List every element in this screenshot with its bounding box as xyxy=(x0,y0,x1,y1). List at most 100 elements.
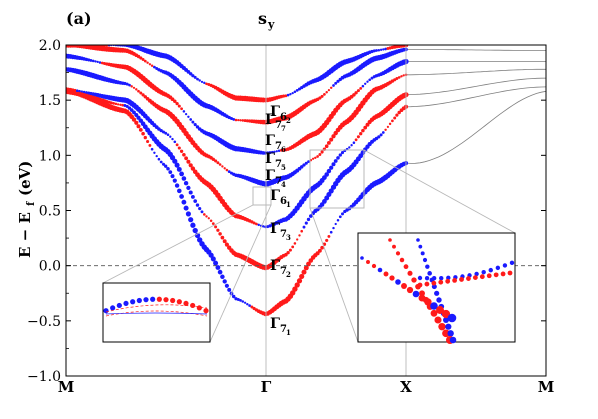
band-point xyxy=(139,56,143,60)
inset-point xyxy=(442,329,450,338)
gamma-symbol: Γ xyxy=(270,258,280,274)
inset-point xyxy=(399,257,405,263)
inset-point xyxy=(407,270,413,276)
band-point xyxy=(218,163,222,166)
band-point xyxy=(225,168,229,172)
inset-point xyxy=(406,286,414,294)
band-7 xyxy=(66,45,409,103)
x-tick-label: M xyxy=(538,378,555,396)
band-point xyxy=(198,79,201,82)
band-point xyxy=(128,83,131,87)
band-point xyxy=(366,80,369,83)
inset-point xyxy=(395,279,401,285)
y-tick-label: 0.5 xyxy=(39,204,61,220)
band-point xyxy=(182,110,186,113)
inset-point xyxy=(411,277,417,283)
gamma-symbol: Γ xyxy=(265,168,275,184)
band-5 xyxy=(66,53,409,155)
band-point xyxy=(119,103,122,107)
inset-point xyxy=(170,297,176,304)
inset-point xyxy=(110,305,116,311)
band-point xyxy=(188,163,193,168)
band-point xyxy=(257,223,260,227)
band-point xyxy=(94,60,97,63)
inset-point xyxy=(395,251,401,256)
band-point xyxy=(153,151,156,154)
inset-point xyxy=(383,271,389,277)
band-point xyxy=(250,305,254,309)
band-point xyxy=(220,274,225,280)
inset-point xyxy=(190,302,196,309)
band-point xyxy=(331,162,336,167)
band-point xyxy=(166,166,170,171)
band-point xyxy=(184,112,188,116)
band-point xyxy=(215,265,221,270)
band-point xyxy=(318,153,322,156)
band-point xyxy=(318,96,322,100)
band-point xyxy=(243,119,247,123)
inset-point xyxy=(430,309,438,317)
band-point xyxy=(359,132,363,136)
inset-point xyxy=(443,317,449,323)
band-point xyxy=(175,143,179,147)
y-tick-label: 0.0 xyxy=(39,259,61,275)
gamma-symbol: Γ xyxy=(270,104,280,120)
inset-point xyxy=(438,322,446,331)
plot-title: s y xyxy=(258,9,275,31)
inset-point xyxy=(474,271,479,277)
band-point xyxy=(170,97,175,102)
inset-point xyxy=(403,264,409,270)
band-point xyxy=(180,107,183,111)
inset-right-data xyxy=(360,238,515,344)
inset-point xyxy=(136,297,142,304)
band-point xyxy=(299,273,305,279)
band-point xyxy=(388,122,392,126)
band-point xyxy=(320,94,324,98)
band-point xyxy=(261,225,265,228)
band-point xyxy=(188,72,193,76)
inset-point xyxy=(502,263,508,268)
band-point xyxy=(112,102,115,105)
band-point xyxy=(205,215,208,218)
inset-point xyxy=(183,300,189,307)
band-point xyxy=(395,77,399,80)
band-point xyxy=(327,234,331,238)
inset-point xyxy=(116,302,122,309)
band-point xyxy=(220,235,225,240)
band-point xyxy=(293,242,297,245)
inset-point xyxy=(419,290,425,297)
inset-point xyxy=(371,263,377,269)
band-point xyxy=(159,160,163,164)
band-point xyxy=(210,256,216,262)
band-point xyxy=(209,219,213,222)
band-point xyxy=(193,199,198,203)
inset-point xyxy=(479,274,485,280)
inset-point xyxy=(445,323,452,330)
gamma-sub: 7 xyxy=(280,229,287,240)
band-point xyxy=(136,124,141,129)
band-point xyxy=(365,122,370,127)
band-point xyxy=(171,137,174,141)
gamma-subsub: 1 xyxy=(286,200,291,209)
band-point xyxy=(294,282,300,288)
band-point xyxy=(304,221,308,225)
band-point xyxy=(395,113,399,117)
gamma-sub: 7 xyxy=(275,159,282,170)
inset-point xyxy=(388,238,392,242)
band-point xyxy=(143,95,148,99)
band-point xyxy=(402,74,405,77)
band-point xyxy=(332,84,335,87)
band-point xyxy=(179,194,184,199)
band-point xyxy=(320,245,324,250)
y-axis-label: E − E f (eV) xyxy=(16,161,37,258)
gamma-sub: 6 xyxy=(280,196,287,207)
zoom-line xyxy=(309,207,359,343)
band-1-thin xyxy=(405,90,546,164)
band-point xyxy=(141,93,145,97)
band-point xyxy=(325,91,328,94)
inset-point xyxy=(459,277,464,282)
gamma-symbol: Γ xyxy=(270,188,280,204)
